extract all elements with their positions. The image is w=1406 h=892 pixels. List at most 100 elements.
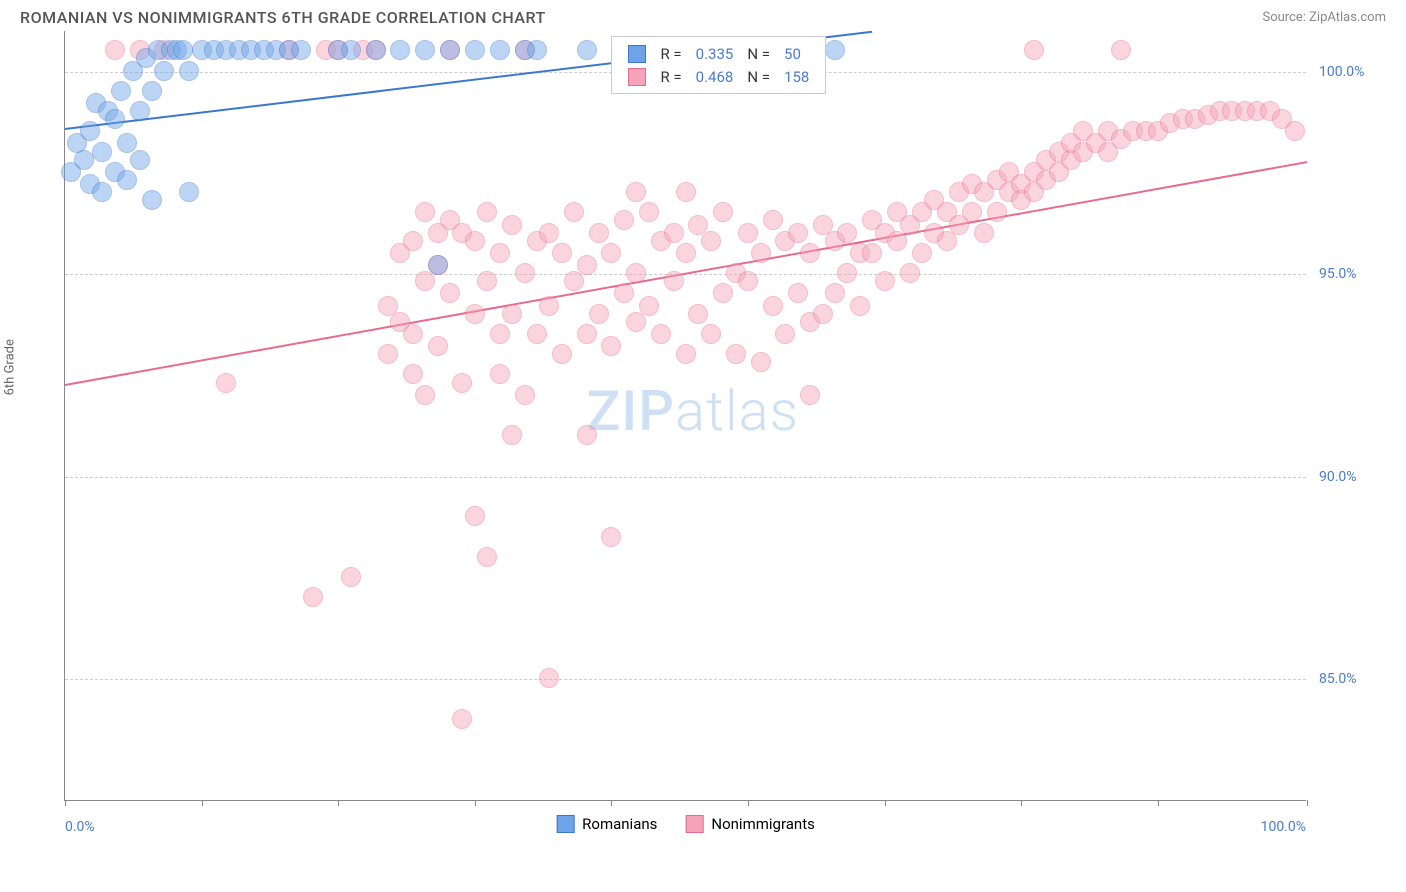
data-point [589,223,609,243]
data-point [502,425,522,445]
x-end-label: 100.0% [1261,819,1306,835]
data-point [117,170,137,190]
series-legend: Romanians Nonimmigrants [556,815,815,833]
data-point [601,527,621,547]
y-axis-label: 6th Grade [3,339,18,395]
y-tick-label: 100.0% [1319,64,1364,80]
data-point [490,364,510,384]
data-point [490,40,510,60]
y-tick-label: 85.0% [1319,671,1357,687]
data-point [1285,121,1305,141]
data-point [601,243,621,263]
data-point [825,40,845,60]
data-point [850,296,870,316]
data-point [179,61,199,81]
data-point [676,243,696,263]
data-point [154,61,174,81]
data-point [788,223,808,243]
data-point [775,324,795,344]
data-point [428,255,448,275]
data-point [1024,40,1044,60]
data-point [452,373,472,393]
data-point [490,243,510,263]
legend-item: Nonimmigrants [685,815,814,833]
data-point [415,202,435,222]
data-point [415,40,435,60]
data-point [564,202,584,222]
data-point [403,324,423,344]
data-point [713,202,733,222]
data-point [639,202,659,222]
data-point [937,231,957,251]
source-prefix: Source: [1262,10,1309,25]
x-tick [65,800,66,806]
data-point [626,263,646,283]
data-point [378,344,398,364]
gridline [65,477,1306,478]
data-point [440,40,460,60]
stats-legend: R =0.335N =50R =0.468N =158 [611,36,826,94]
data-point [515,263,535,283]
data-point [751,352,771,372]
data-point [173,40,193,60]
data-point [341,40,361,60]
data-point [428,336,448,356]
data-point [1111,40,1131,60]
legend-swatch [556,815,574,833]
x-tick [338,800,339,806]
gridline [65,679,1306,680]
chart-header: ROMANIAN VS NONIMMIGRANTS 6TH GRADE CORR… [0,0,1406,31]
data-point [688,304,708,324]
data-point [564,271,584,291]
data-point [515,385,535,405]
legend-item: Romanians [556,815,657,833]
x-tick [1021,800,1022,806]
x-tick [1307,800,1308,806]
data-point [726,344,746,364]
data-point [825,283,845,303]
data-point [701,324,721,344]
data-point [490,324,510,344]
data-point [974,223,994,243]
data-point [440,283,460,303]
data-point [900,263,920,283]
data-point [713,283,733,303]
data-point [763,296,783,316]
data-point [962,202,982,222]
data-point [130,150,150,170]
data-point [403,364,423,384]
data-point [366,40,386,60]
data-point [403,231,423,251]
data-point [179,182,199,202]
plot-area: 85.0%90.0%95.0%100.0%0.0%100.0%ZIPatlasR… [64,31,1306,801]
chart-title: ROMANIAN VS NONIMMIGRANTS 6TH GRADE CORR… [20,8,546,27]
data-point [614,210,634,230]
data-point [626,182,646,202]
legend-swatch [685,815,703,833]
data-point [105,109,125,129]
data-point [111,81,131,101]
data-point [465,231,485,251]
data-point [552,344,572,364]
x-tick [475,800,476,806]
data-point [800,243,820,263]
stats-table: R =0.335N =50R =0.468N =158 [620,41,817,89]
data-point [539,223,559,243]
data-point [626,312,646,332]
data-point [465,304,485,324]
data-point [651,324,671,344]
data-point [763,210,783,230]
data-point [664,271,684,291]
data-point [415,385,435,405]
data-point [837,223,857,243]
data-point [130,101,150,121]
data-point [291,40,311,60]
x-tick [611,800,612,806]
data-point [862,243,882,263]
data-point [751,243,771,263]
data-point [142,81,162,101]
legend-label: Romanians [582,815,657,833]
watermark: ZIPatlas [587,378,799,444]
data-point [837,263,857,283]
data-point [465,40,485,60]
